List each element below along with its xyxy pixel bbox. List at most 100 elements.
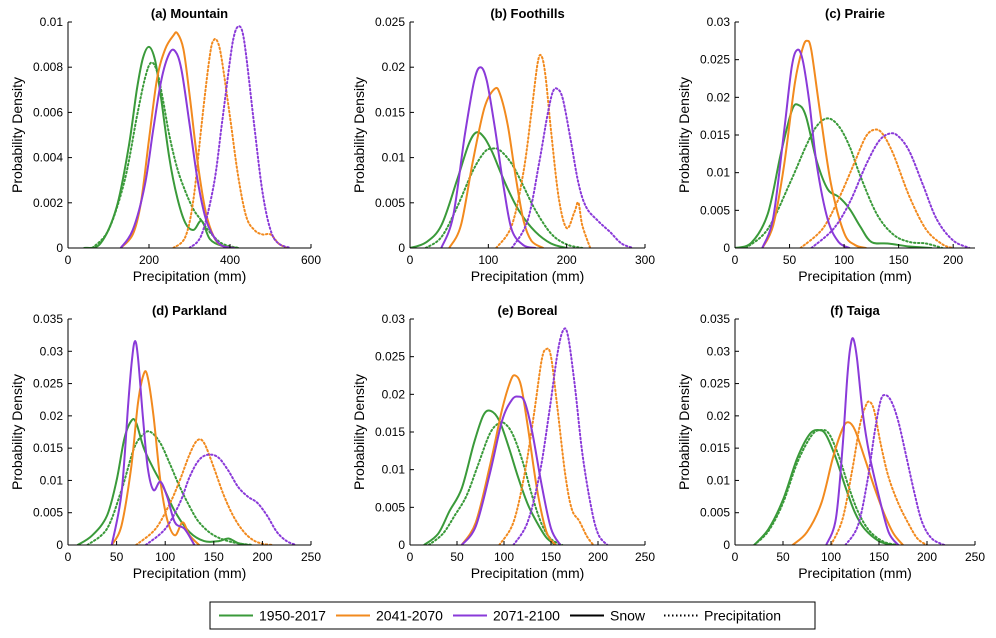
legend-box <box>209 601 816 630</box>
legend-label: 1950-2017 <box>259 608 326 624</box>
y-tick-label: 0.005 <box>375 196 405 210</box>
y-tick-label: 0.025 <box>700 53 730 67</box>
x-tick-label: 100 <box>478 253 498 267</box>
series-2071-2100-precip <box>844 393 946 545</box>
y-tick-label: 0.015 <box>375 105 405 119</box>
curves <box>423 327 609 545</box>
x-tick-label: 0 <box>732 253 739 267</box>
series-2041-2070-snow <box>791 421 904 545</box>
panel-title: (d) Parkland <box>152 303 227 318</box>
series-2071-2100-snow <box>119 48 236 248</box>
x-axis-label: Precipitation (mm) <box>133 565 247 581</box>
x-axis-label: Precipitation (mm) <box>133 268 247 284</box>
legend-label: Precipitation <box>704 608 781 624</box>
series-2071-2100-precip <box>510 87 635 248</box>
x-tick-label: 400 <box>220 253 240 267</box>
y-tick-label: 0.015 <box>375 425 405 439</box>
series-2071-2100-precip <box>512 327 609 545</box>
y-tick-label: 0.025 <box>700 377 730 391</box>
legend-label: 2071-2100 <box>493 608 560 624</box>
y-tick-label: 0.01 <box>40 473 64 487</box>
y-tick-label: 0.005 <box>375 500 405 514</box>
x-tick-label: 200 <box>588 550 608 564</box>
x-tick-label: 200 <box>139 253 159 267</box>
x-tick-label: 250 <box>635 550 655 564</box>
y-tick-label: 0.004 <box>33 151 63 165</box>
panel-1: 0 200 400 600 0 0.002 0.004 0.006 0.008 0.01 (a) M… <box>9 6 321 284</box>
curves <box>410 53 635 248</box>
legend-item: 2071-2100 <box>453 608 560 624</box>
x-tick-label: 150 <box>889 253 909 267</box>
y-tick-label: 0.005 <box>33 506 63 520</box>
series-2041-2070-precip <box>799 128 955 248</box>
panel-title: (c) Prairie <box>825 6 885 21</box>
y-tick-label: 0 <box>723 538 730 552</box>
series-1950-2017-precip <box>753 428 900 545</box>
x-tick-label: 200 <box>943 253 963 267</box>
legend-label: 2041-2070 <box>376 608 443 624</box>
series-2041-2070-snow <box>110 370 201 545</box>
y-axis-label: Probability Density <box>351 374 367 490</box>
y-tick-label: 0.01 <box>40 15 64 29</box>
y-tick-label: 0.03 <box>707 344 731 358</box>
series-1950-2017-precip <box>427 421 564 545</box>
x-tick-label: 0 <box>732 550 739 564</box>
x-tick-label: 0 <box>65 550 72 564</box>
y-tick-label: 0 <box>56 241 63 255</box>
y-tick-label: 0.03 <box>382 312 406 326</box>
panel-4: 0 50 100 150 200 250 0 0.005 0.01 0.015 0.02 0.025 0… <box>9 303 321 581</box>
y-axis-label: Probability Density <box>9 77 25 193</box>
legend: 1950-2017 2041-2070 2071-2100 Snow Precipita… <box>209 601 816 630</box>
panel-title: (b) Foothills <box>490 6 564 21</box>
x-tick-label: 50 <box>450 550 464 564</box>
y-tick-label: 0 <box>56 538 63 552</box>
y-tick-label: 0 <box>723 241 730 255</box>
series-2041-2070-precip <box>495 53 592 248</box>
series-2071-2100-snow <box>460 395 562 545</box>
panel-title: (e) Boreal <box>498 303 558 318</box>
panel-2: 0 100 200 300 0 0.005 0.01 0.015 0.02 0.025 (b) Fo… <box>351 6 655 284</box>
x-tick-label: 300 <box>635 253 655 267</box>
series-2071-2100-precip <box>144 453 298 545</box>
x-tick-label: 150 <box>541 550 561 564</box>
curves <box>735 39 971 248</box>
series-1950-2017-snow <box>76 417 249 545</box>
x-tick-label: 0 <box>407 550 414 564</box>
series-1950-2017-precip <box>91 61 240 248</box>
y-tick-label: 0.02 <box>40 409 64 423</box>
panel-6: 0 50 100 150 200 250 0 0.005 0.01 0.015 0.02 0.025 0… <box>676 303 985 581</box>
y-tick-label: 0.01 <box>707 166 731 180</box>
y-tick-label: 0.006 <box>33 105 63 119</box>
legend-label: Snow <box>610 608 646 624</box>
x-tick-label: 600 <box>301 253 321 267</box>
x-tick-label: 250 <box>965 550 985 564</box>
x-tick-label: 100 <box>155 550 175 564</box>
curves <box>83 25 292 248</box>
series-1950-2017-precip <box>424 147 584 248</box>
x-tick-label: 200 <box>557 253 577 267</box>
y-tick-label: 0.01 <box>382 463 406 477</box>
x-tick-label: 150 <box>869 550 889 564</box>
series-1950-2017-snow <box>423 409 557 545</box>
legend-item: Snow <box>570 608 646 624</box>
series-1950-2017-snow <box>753 428 895 545</box>
panel-title: (a) Mountain <box>151 6 228 21</box>
y-tick-label: 0.02 <box>707 90 731 104</box>
series-2071-2100-snow <box>110 340 196 545</box>
legend-item: 2041-2070 <box>336 608 443 624</box>
panel-3: 0 50 100 150 200 0 0.005 0.01 0.015 0.02 0.025 0.03… <box>676 6 975 284</box>
x-axis-label: Precipitation (mm) <box>471 565 585 581</box>
x-tick-label: 200 <box>917 550 937 564</box>
y-tick-label: 0.03 <box>707 15 731 29</box>
y-tick-label: 0.005 <box>700 506 730 520</box>
x-tick-label: 50 <box>776 550 790 564</box>
x-tick-label: 50 <box>110 550 124 564</box>
series-2041-2070-precip <box>830 400 928 545</box>
series-2041-2070-precip <box>498 347 595 545</box>
x-tick-label: 250 <box>301 550 321 564</box>
series-2071-2100-precip <box>810 132 971 248</box>
y-tick-label: 0 <box>398 241 405 255</box>
x-tick-label: 100 <box>494 550 514 564</box>
legend-item: Precipitation <box>664 608 781 624</box>
panel-5: 0 50 100 150 200 250 0 0.005 0.01 0.015 0.02 0.025 0… <box>351 303 655 581</box>
